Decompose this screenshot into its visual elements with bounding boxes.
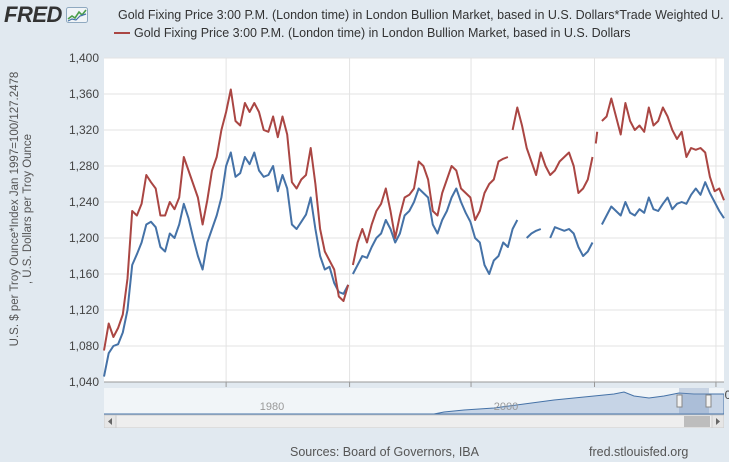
y-tick-label: 1,400 — [69, 51, 99, 65]
y-tick-label: 1,080 — [69, 339, 99, 353]
fred-graph-icon — [65, 7, 88, 23]
range-navigator[interactable]: 1980 2000 — [104, 388, 724, 428]
series-line-trade-weighted — [526, 228, 542, 239]
scroll-left-button[interactable] — [104, 414, 117, 428]
series-line-trade-weighted — [601, 181, 725, 225]
y-tick-label: 1,160 — [69, 267, 99, 281]
line-chart: 1,040 1,080 1,120 1,160 1,200 1,240 1,280 1,320… — [69, 51, 729, 400]
series-line-trade-weighted — [549, 226, 594, 257]
navigator-label-2000: 2000 — [494, 401, 518, 413]
y-tick-label: 1,040 — [69, 375, 99, 389]
chevron-left-icon — [108, 418, 112, 425]
legend-swatch — [114, 32, 130, 34]
series-line-us-dollars — [351, 156, 509, 266]
y-tick-label: 1,360 — [69, 87, 99, 101]
navigator-left-handle[interactable] — [676, 394, 683, 408]
navigator-selected-range[interactable] — [679, 388, 709, 414]
legend-item-trade-weighted[interactable]: Gold Fixing Price 3:00 P.M. (London time… — [114, 7, 724, 23]
plot-area — [104, 58, 724, 382]
series-line-us-dollars — [511, 106, 594, 194]
series-line-us-dollars — [103, 88, 350, 351]
series-line-us-dollars — [601, 97, 725, 201]
y-tick-label: 1,320 — [69, 123, 99, 137]
navigator-scrollbar-thumb[interactable] — [684, 416, 710, 427]
legend-label: Gold Fixing Price 3:00 P.M. (London time… — [118, 8, 724, 22]
scroll-right-button[interactable] — [711, 414, 724, 428]
series-line-trade-weighted — [352, 187, 519, 275]
footer-url-link[interactable]: fred.stlouisfed.org — [589, 445, 689, 459]
y-tick-label: 1,280 — [69, 159, 99, 173]
legend-item-us-dollars[interactable]: Gold Fixing Price 3:00 P.M. (London time… — [114, 25, 724, 41]
navigator-scrollbar-track[interactable] — [104, 414, 724, 428]
fred-logo[interactable]: FRED — [4, 2, 88, 28]
y-tick-label: 1,240 — [69, 195, 99, 209]
legend-label: Gold Fixing Price 3:00 P.M. (London time… — [134, 26, 631, 40]
series-line-us-dollars — [594, 131, 599, 144]
y-tick-label: 1,200 — [69, 231, 99, 245]
y-tick-label: 1,120 — [69, 303, 99, 317]
fred-logo-text: FRED — [4, 2, 62, 27]
navigator-label-1980: 1980 — [260, 401, 284, 413]
footer-sources: Sources: Board of Governors, IBA — [290, 445, 479, 459]
series-line-trade-weighted — [103, 151, 350, 377]
navigator-right-handle[interactable] — [705, 394, 712, 408]
navigator-series-area — [104, 391, 724, 415]
chevron-right-icon — [716, 418, 720, 425]
